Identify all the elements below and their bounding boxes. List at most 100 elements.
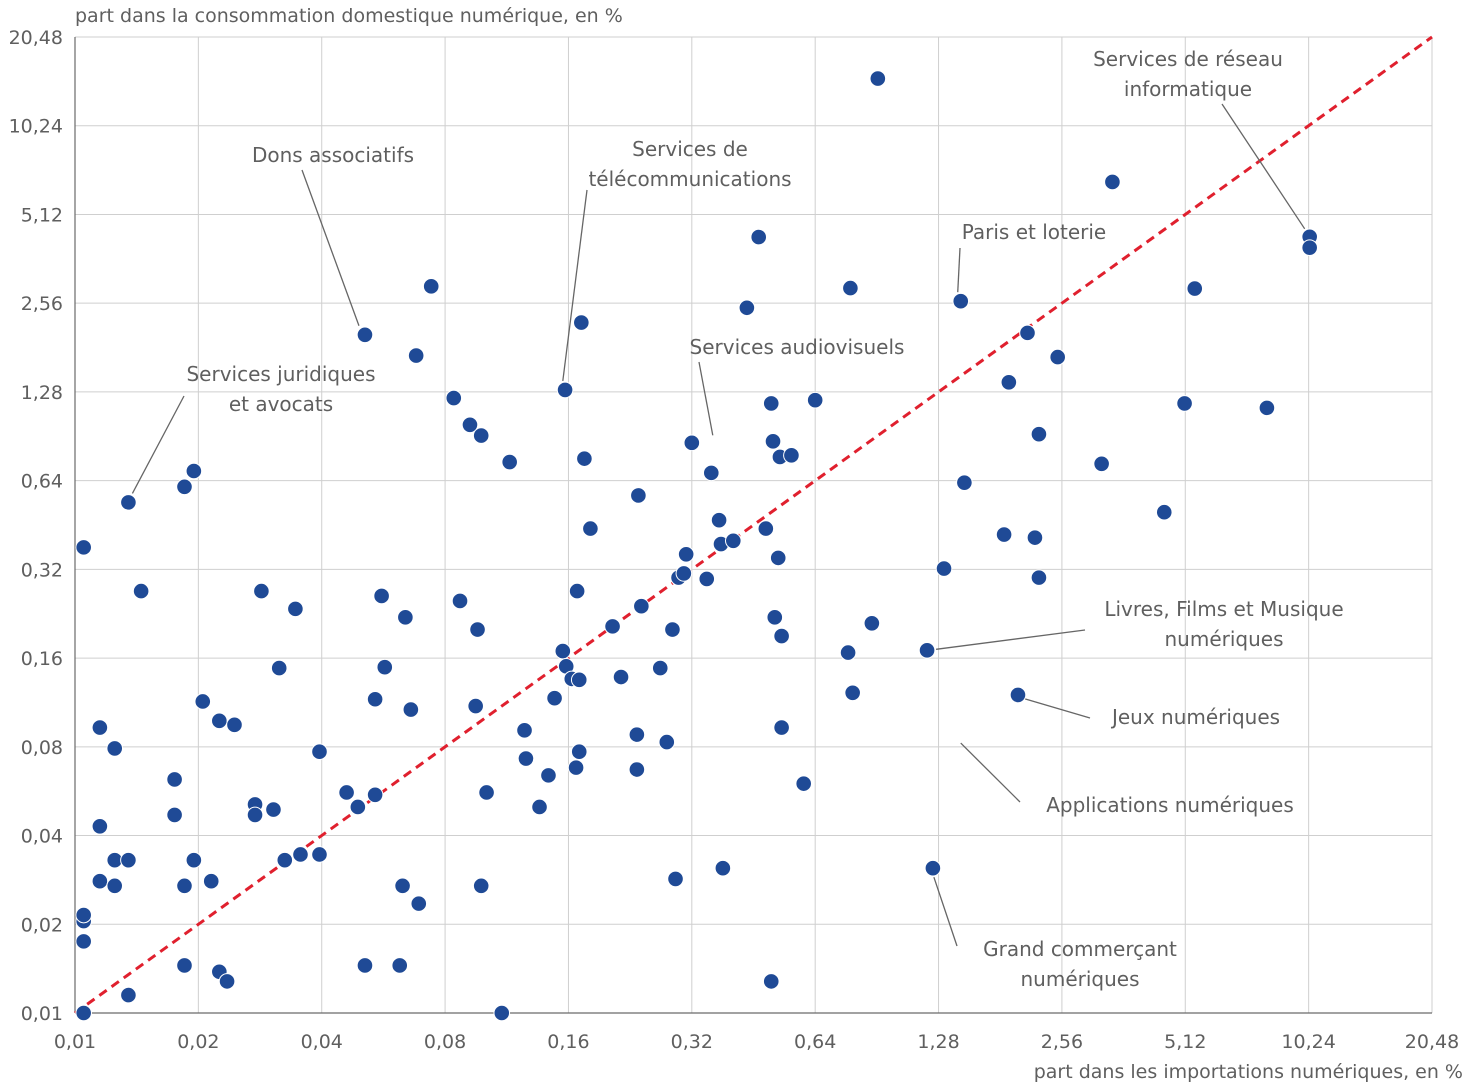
data-point	[166, 806, 183, 824]
annotation-label: Livres, Films et Musique numériques	[1104, 597, 1343, 651]
x-tick-label: 0,08	[424, 1031, 466, 1053]
data-point	[1186, 280, 1204, 297]
data-point	[1009, 686, 1027, 704]
x-tick-label: 10,24	[1281, 1031, 1335, 1053]
data-point	[1155, 503, 1173, 521]
data-point	[773, 719, 790, 736]
data-point	[91, 872, 109, 890]
data-point	[1093, 455, 1110, 473]
annotation-leader	[301, 169, 360, 327]
data-point	[246, 806, 264, 824]
data-point	[1258, 399, 1276, 417]
data-point	[556, 381, 574, 399]
data-point	[391, 957, 409, 974]
x-tick-label: 2,56	[1041, 1031, 1083, 1053]
data-point	[783, 447, 800, 464]
data-point	[461, 416, 479, 434]
annotation-label: Dons associatifs	[252, 143, 414, 167]
data-points	[75, 70, 1318, 1022]
data-point	[664, 621, 681, 638]
annotation-leader	[935, 629, 1086, 650]
data-point	[952, 292, 970, 310]
annotation-label: Services de télécommunications	[588, 137, 791, 191]
data-point	[366, 786, 384, 804]
annotation-leader	[1024, 698, 1091, 719]
data-point	[366, 690, 384, 708]
data-point	[376, 658, 394, 676]
data-point	[120, 986, 137, 1004]
data-point	[516, 722, 533, 739]
tick-labels: 0,01 0,02 0,04 0,08 0,16 0,32 0,64 1,28 2,56 5,12…	[9, 27, 1460, 1053]
annotation-leader	[933, 876, 958, 947]
data-point	[567, 759, 585, 776]
annotation-label: Services juridiques et avocats	[186, 362, 375, 416]
data-point	[176, 877, 193, 895]
data-point	[75, 1004, 92, 1022]
data-point	[338, 784, 355, 801]
annotation-label-line: informatique	[1124, 77, 1252, 101]
x-tick-label: 0,04	[301, 1031, 343, 1053]
data-point	[630, 487, 647, 504]
y-tick-label: 0,64	[21, 471, 63, 493]
annotation-leader	[131, 395, 185, 494]
grid-lines	[74, 36, 1433, 1014]
y-tick-label: 0,32	[21, 559, 63, 581]
y-tick-label: 10,24	[9, 116, 63, 138]
y-tick-label: 2,56	[21, 293, 63, 315]
data-point	[467, 697, 484, 715]
data-point	[554, 642, 572, 660]
data-point	[1026, 529, 1044, 546]
data-point	[844, 684, 861, 702]
data-point	[757, 520, 775, 537]
data-point	[546, 689, 563, 707]
x-tick-label: 0,02	[177, 1031, 219, 1053]
data-point	[604, 618, 621, 635]
data-point	[445, 389, 463, 407]
data-point	[349, 798, 367, 816]
data-point	[658, 733, 676, 751]
data-point	[91, 817, 109, 835]
data-point	[311, 743, 328, 761]
data-point	[287, 600, 304, 618]
data-point	[995, 526, 1013, 543]
data-point	[311, 846, 328, 863]
annotation-label: Services de réseau informatique	[1093, 47, 1283, 101]
data-point	[91, 719, 109, 736]
data-point	[651, 659, 669, 677]
annotation-label-line: et avocats	[229, 392, 333, 416]
data-point	[472, 427, 490, 444]
data-point	[710, 511, 728, 529]
data-point	[265, 801, 282, 818]
x-tick-label: 0,32	[671, 1031, 713, 1053]
data-point	[356, 957, 374, 974]
x-tick-label: 0,01	[54, 1031, 96, 1053]
x-tick-label: 0,16	[547, 1031, 589, 1053]
data-point	[253, 582, 270, 600]
x-tick-label: 0,64	[794, 1031, 836, 1053]
annotation-label-line: Grand commerçant	[983, 937, 1177, 961]
y-tick-label: 20,48	[9, 27, 63, 49]
data-point	[795, 775, 812, 792]
annotation-labels: Dons associatifs Services de télécommunica…	[186, 47, 1343, 991]
data-point	[540, 767, 557, 784]
data-point	[75, 539, 92, 556]
annotation-label-line: Services de réseau	[1093, 47, 1283, 71]
data-point	[194, 693, 212, 710]
data-point	[675, 565, 693, 582]
annotation-label-line: Applications numériques	[1046, 793, 1294, 817]
data-point	[764, 433, 782, 450]
data-point	[120, 494, 137, 511]
x-tick-label: 20,48	[1405, 1031, 1459, 1053]
annotation-label-line: Services juridiques	[186, 362, 375, 386]
data-point	[769, 549, 787, 567]
data-point	[762, 395, 780, 412]
annotation-label: Paris et loterie	[962, 220, 1107, 244]
data-point	[402, 701, 420, 718]
y-tick-label: 0,01	[21, 1003, 63, 1025]
data-point	[582, 520, 599, 537]
data-point	[373, 587, 390, 605]
data-point	[397, 609, 414, 626]
data-point	[407, 347, 425, 364]
data-point	[75, 906, 92, 924]
data-point	[218, 973, 236, 990]
